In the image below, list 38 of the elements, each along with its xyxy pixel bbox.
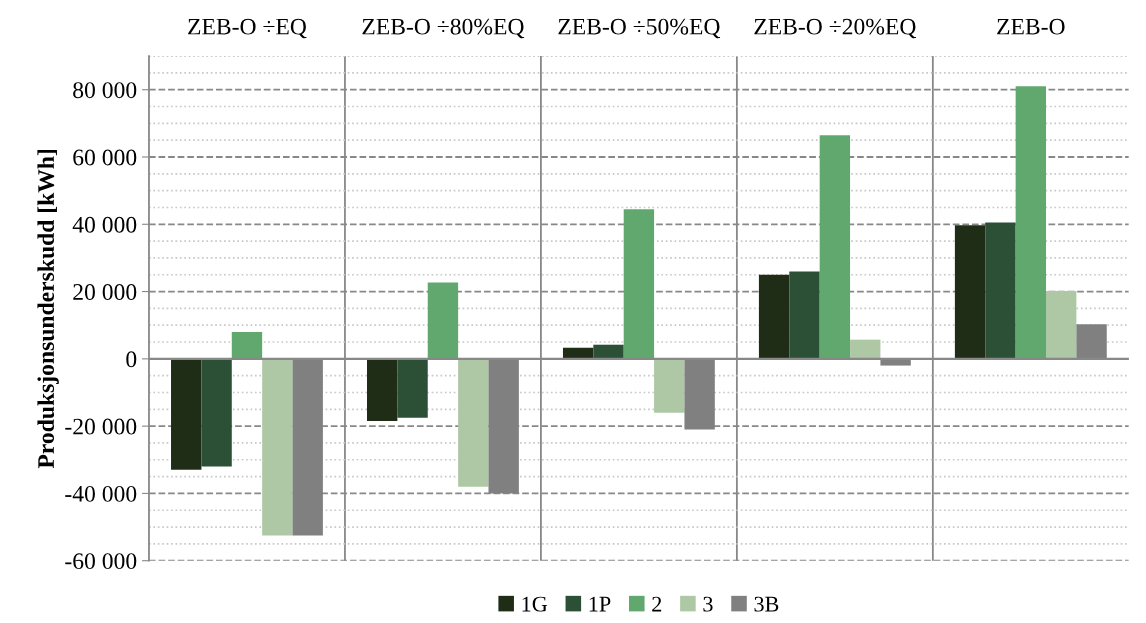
bar [593, 344, 624, 359]
bar [1046, 290, 1077, 359]
x-tick-label: ZEB-O ÷EQ [188, 18, 307, 39]
y-tick-label: -40 000 [65, 485, 137, 502]
bar [758, 274, 790, 359]
bar [1015, 86, 1047, 359]
y-tick-label: 0 [126, 351, 137, 368]
legend-label: 1G [522, 596, 548, 612]
bar [201, 358, 232, 467]
x-tick-label: ZEB-O ÷80%EQ [362, 18, 525, 39]
y-tick-label: -60 000 [65, 553, 137, 570]
y-tick-label: -20 000 [65, 418, 137, 435]
bar [171, 358, 202, 470]
legend-label: 3B [754, 596, 779, 612]
bar [850, 339, 881, 359]
y-tick-label: 80 000 [73, 82, 137, 99]
x-tick-label: ZEB-O ÷50%EQ [558, 18, 721, 39]
bar [654, 358, 685, 413]
y-axis-title: Produksjonsunderskudd [kWh] [37, 149, 59, 469]
bar [819, 135, 851, 359]
x-tick-label: ZEB-O [997, 18, 1065, 35]
bar [458, 358, 489, 487]
y-tick-label: 20 000 [73, 284, 137, 300]
y-tick-label: 40 000 [72, 216, 137, 233]
bar [789, 271, 820, 359]
bar [366, 358, 398, 422]
legend-label: 2 [652, 596, 662, 612]
bar [397, 358, 428, 418]
x-tick-label: ZEB-O ÷20%EQ [754, 18, 917, 39]
bar [262, 358, 293, 536]
bar [623, 209, 655, 359]
bar [954, 225, 986, 359]
bar [985, 222, 1016, 359]
bar [427, 282, 459, 359]
y-tick-label: 60 000 [73, 149, 137, 166]
legend-label: 1P [589, 596, 611, 612]
legend-label: 3 [703, 596, 713, 612]
bar [231, 331, 263, 359]
